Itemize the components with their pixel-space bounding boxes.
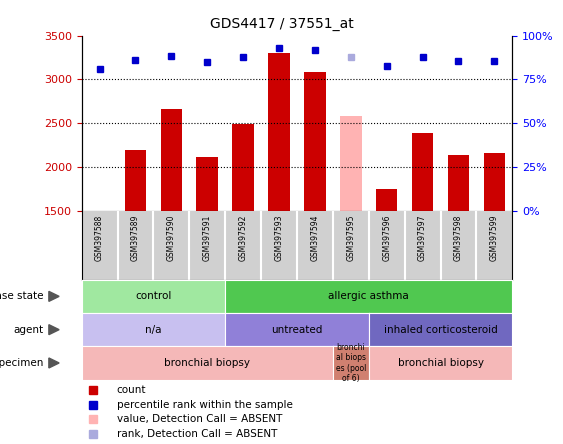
- Text: GSM397597: GSM397597: [418, 214, 427, 261]
- Bar: [268, 53, 290, 211]
- Polygon shape: [49, 358, 59, 368]
- Polygon shape: [49, 325, 59, 335]
- Text: GSM397598: GSM397598: [454, 214, 463, 261]
- Bar: [160, 109, 182, 211]
- Bar: [125, 150, 146, 211]
- Bar: [340, 116, 361, 211]
- Text: rank, Detection Call = ABSENT: rank, Detection Call = ABSENT: [117, 428, 277, 439]
- Text: bronchial biopsy: bronchial biopsy: [397, 358, 484, 368]
- Text: value, Detection Call = ABSENT: value, Detection Call = ABSENT: [117, 414, 282, 424]
- Text: GSM397596: GSM397596: [382, 214, 391, 261]
- Text: GSM397593: GSM397593: [275, 214, 284, 261]
- Text: agent: agent: [13, 325, 43, 335]
- Text: GSM397595: GSM397595: [346, 214, 355, 261]
- Text: percentile rank within the sample: percentile rank within the sample: [117, 400, 292, 410]
- Bar: [233, 124, 254, 211]
- Bar: [89, 211, 110, 212]
- Text: bronchial biopsy: bronchial biopsy: [164, 358, 251, 368]
- Text: untreated: untreated: [271, 325, 323, 335]
- Text: GSM397589: GSM397589: [131, 214, 140, 261]
- Text: GSM397592: GSM397592: [239, 214, 248, 261]
- Bar: [376, 189, 397, 211]
- Text: inhaled corticosteroid: inhaled corticosteroid: [383, 325, 498, 335]
- Text: allergic asthma: allergic asthma: [328, 291, 409, 301]
- Bar: [412, 133, 434, 211]
- Text: GDS4417 / 37551_at: GDS4417 / 37551_at: [209, 17, 354, 31]
- Text: bronchi
al biops
es (pool
of 6): bronchi al biops es (pool of 6): [336, 343, 366, 383]
- Text: GSM397588: GSM397588: [95, 214, 104, 261]
- Polygon shape: [49, 291, 59, 301]
- Text: GSM397590: GSM397590: [167, 214, 176, 261]
- Text: GSM397599: GSM397599: [490, 214, 499, 261]
- Text: count: count: [117, 385, 146, 396]
- Text: specimen: specimen: [0, 358, 43, 368]
- Text: GSM397594: GSM397594: [310, 214, 319, 261]
- Text: disease state: disease state: [0, 291, 43, 301]
- Text: control: control: [135, 291, 172, 301]
- Text: n/a: n/a: [145, 325, 162, 335]
- Bar: [448, 155, 469, 211]
- Bar: [304, 72, 325, 211]
- Text: GSM397591: GSM397591: [203, 214, 212, 261]
- Bar: [196, 157, 218, 211]
- Bar: [484, 154, 505, 211]
